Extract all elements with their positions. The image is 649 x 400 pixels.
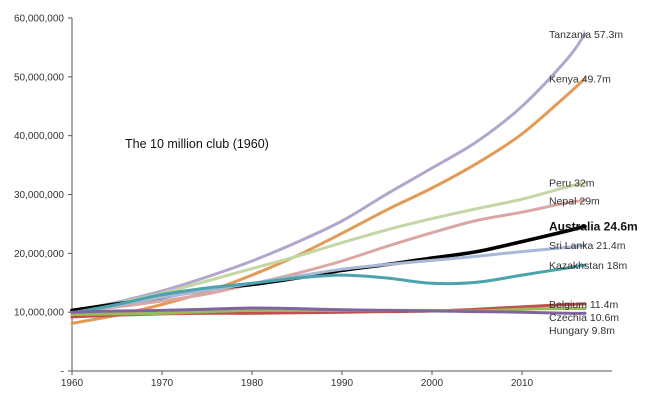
y-tick-label: 50,000,000: [14, 72, 64, 83]
series-label-australia: Australia 24.6m: [549, 219, 638, 233]
series-label-sri-lanka: Sri Lanka 21.4m: [549, 240, 626, 252]
series-line-peru: [70, 181, 587, 314]
x-tick-label: 1990: [331, 378, 354, 389]
x-axis-ticks: 1960 1970 1980 1990 2000 2010: [61, 371, 534, 389]
series-labels: Tanzania 57.3m Kenya 49.7m Peru 32m Nepal 2…: [549, 29, 638, 337]
series-line-sri-lanka: [70, 243, 587, 315]
axes: [71, 18, 612, 372]
chart-annotation: The 10 million club (1960): [125, 137, 269, 151]
y-tick-label: -: [61, 367, 64, 378]
series-line-nepal: [70, 198, 587, 314]
series-lines: [70, 32, 587, 325]
y-tick-label: 20,000,000: [14, 249, 64, 260]
y-tick-label: 10,000,000: [14, 308, 64, 319]
series-label-czechia: Czechia 10.6m: [549, 312, 619, 324]
series-line-kenya: [70, 77, 587, 325]
x-tick-label: 2010: [511, 378, 534, 389]
y-tick-label: 30,000,000: [14, 190, 64, 201]
series-line-kazakhstan: [70, 263, 587, 315]
series-label-peru: Peru 32m: [549, 178, 595, 190]
series-line-tanzania: [70, 32, 587, 314]
x-tick-label: 1980: [241, 378, 264, 389]
series-label-hungary: Hungary 9.8m: [549, 325, 615, 337]
series-line-hungary: [70, 306, 587, 315]
x-tick-label: 1960: [61, 378, 84, 389]
series-label-tanzania: Tanzania 57.3m: [549, 29, 623, 41]
series-label-kenya: Kenya 49.7m: [549, 74, 611, 86]
series-label-nepal: Nepal 29m: [549, 195, 600, 207]
y-axis-ticks: - 10,000,000 20,000,000 30,000,000 40,000,00…: [14, 14, 72, 378]
x-tick-label: 2000: [421, 378, 444, 389]
series-label-belgium: Belgium 11.4m: [549, 299, 619, 311]
series-label-kazakhstan: Kazakhstan 18m: [549, 260, 627, 272]
y-tick-label: 40,000,000: [14, 131, 64, 142]
x-tick-label: 1970: [151, 378, 174, 389]
y-tick-label: 60,000,000: [14, 14, 64, 25]
